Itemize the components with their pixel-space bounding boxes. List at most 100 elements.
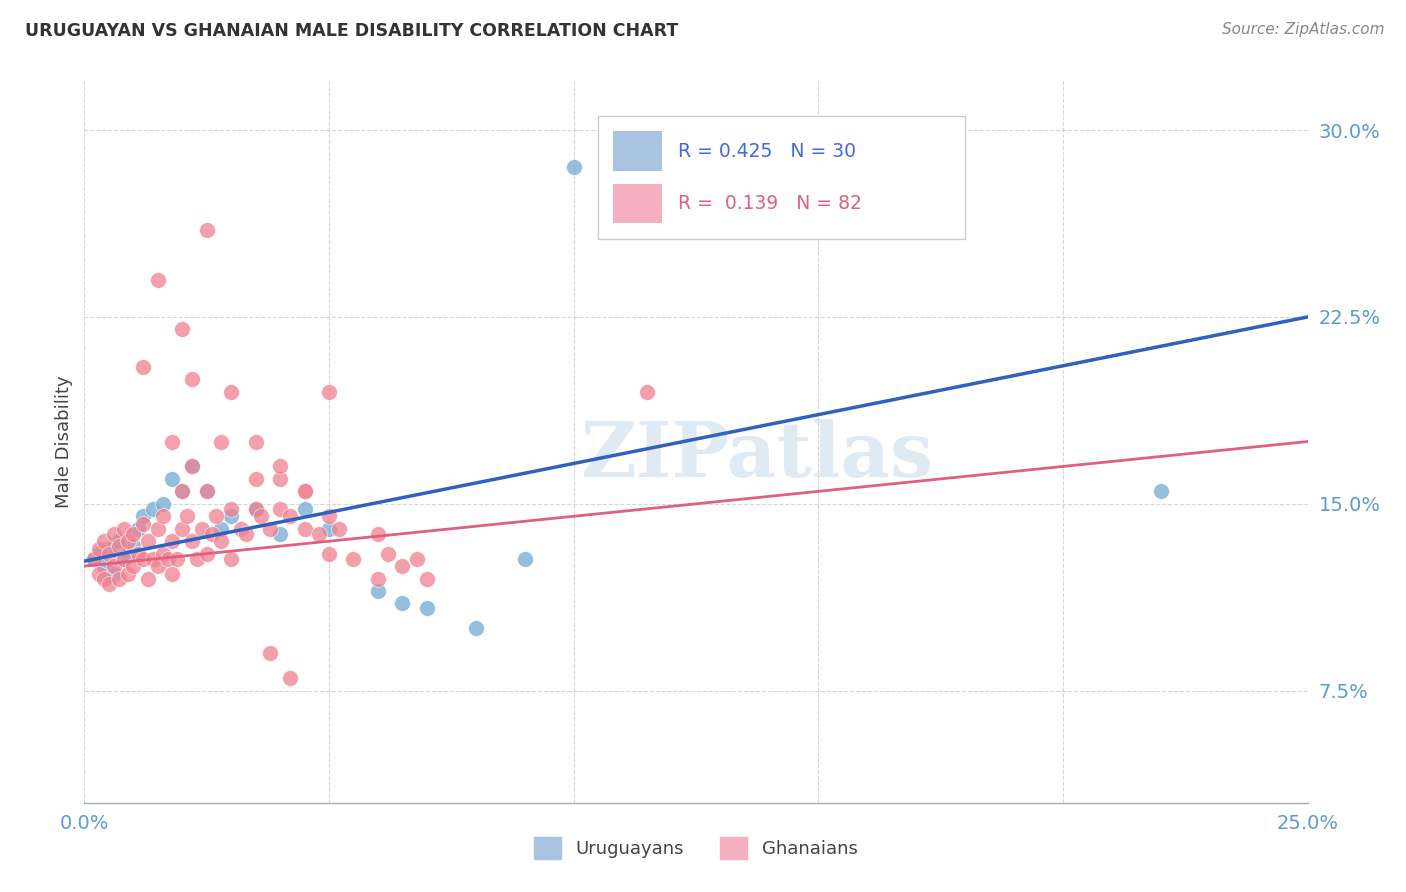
Point [278, 509, 301, 524]
Point [162, 566, 184, 581]
Point [83, 551, 105, 566]
Point [172, 484, 194, 499]
Point [219, 551, 242, 566]
Point [278, 671, 301, 685]
Point [103, 526, 125, 541]
Point [342, 551, 364, 566]
Point [127, 547, 149, 561]
Point [107, 539, 129, 553]
Point [245, 434, 267, 449]
Point [209, 522, 232, 536]
Point [259, 646, 281, 660]
Point [122, 526, 145, 541]
Point [93, 572, 115, 586]
Point [172, 522, 194, 536]
Point [181, 534, 204, 549]
Point [172, 322, 194, 336]
Point [87, 541, 110, 556]
Point [195, 223, 218, 237]
Point [562, 161, 585, 175]
Point [269, 459, 291, 474]
Bar [613, 131, 662, 170]
Point [200, 526, 222, 541]
Point [127, 522, 149, 536]
Point [318, 384, 340, 399]
Point [117, 566, 139, 581]
Point [93, 534, 115, 549]
Point [112, 551, 135, 566]
Point [97, 541, 120, 556]
Text: R =  0.139   N = 82: R = 0.139 N = 82 [678, 194, 862, 213]
Bar [613, 184, 662, 223]
Point [269, 501, 291, 516]
Point [122, 539, 145, 553]
Point [87, 566, 110, 581]
Legend: Uruguayans, Ghanaians: Uruguayans, Ghanaians [527, 830, 865, 866]
Point [172, 484, 194, 499]
Point [245, 472, 267, 486]
Point [93, 559, 115, 574]
Point [209, 534, 232, 549]
FancyBboxPatch shape [598, 116, 965, 239]
Point [195, 547, 218, 561]
Point [209, 434, 232, 449]
Point [83, 551, 105, 566]
Point [235, 526, 257, 541]
Y-axis label: Male Disability: Male Disability [55, 376, 73, 508]
Point [367, 526, 389, 541]
Point [269, 526, 291, 541]
Point [156, 551, 179, 566]
Point [107, 534, 129, 549]
Text: R = 0.425   N = 30: R = 0.425 N = 30 [678, 142, 856, 161]
Point [112, 551, 135, 566]
Point [367, 572, 389, 586]
Point [229, 522, 252, 536]
Text: Source: ZipAtlas.com: Source: ZipAtlas.com [1222, 22, 1385, 37]
Point [245, 501, 267, 516]
Point [97, 576, 120, 591]
Point [186, 551, 208, 566]
Point [152, 547, 174, 561]
Text: ZIPatlas: ZIPatlas [581, 419, 934, 493]
Point [294, 522, 316, 536]
Point [249, 509, 271, 524]
Point [219, 384, 242, 399]
Point [132, 516, 155, 531]
Point [318, 547, 340, 561]
Point [146, 522, 169, 536]
Point [132, 509, 155, 524]
Point [181, 459, 204, 474]
Point [245, 501, 267, 516]
Text: URUGUAYAN VS GHANAIAN MALE DISABILITY CORRELATION CHART: URUGUAYAN VS GHANAIAN MALE DISABILITY CO… [25, 22, 679, 40]
Point [87, 547, 110, 561]
Point [205, 509, 228, 524]
Point [132, 551, 155, 566]
Point [219, 501, 242, 516]
Point [162, 534, 184, 549]
Point [269, 472, 291, 486]
Point [162, 434, 184, 449]
Point [1150, 484, 1173, 499]
Point [318, 509, 340, 524]
Point [162, 472, 184, 486]
Point [122, 559, 145, 574]
Point [117, 534, 139, 549]
Point [132, 359, 155, 374]
Point [103, 559, 125, 574]
Point [294, 501, 316, 516]
Point [107, 572, 129, 586]
Point [97, 547, 120, 561]
Point [219, 509, 242, 524]
Point [294, 484, 316, 499]
Point [259, 522, 281, 536]
Point [181, 372, 204, 386]
Point [513, 551, 536, 566]
Point [117, 547, 139, 561]
Point [136, 534, 159, 549]
Point [136, 572, 159, 586]
Point [367, 584, 389, 599]
Point [391, 597, 413, 611]
Point [636, 384, 658, 399]
Point [464, 621, 486, 635]
Point [318, 522, 340, 536]
